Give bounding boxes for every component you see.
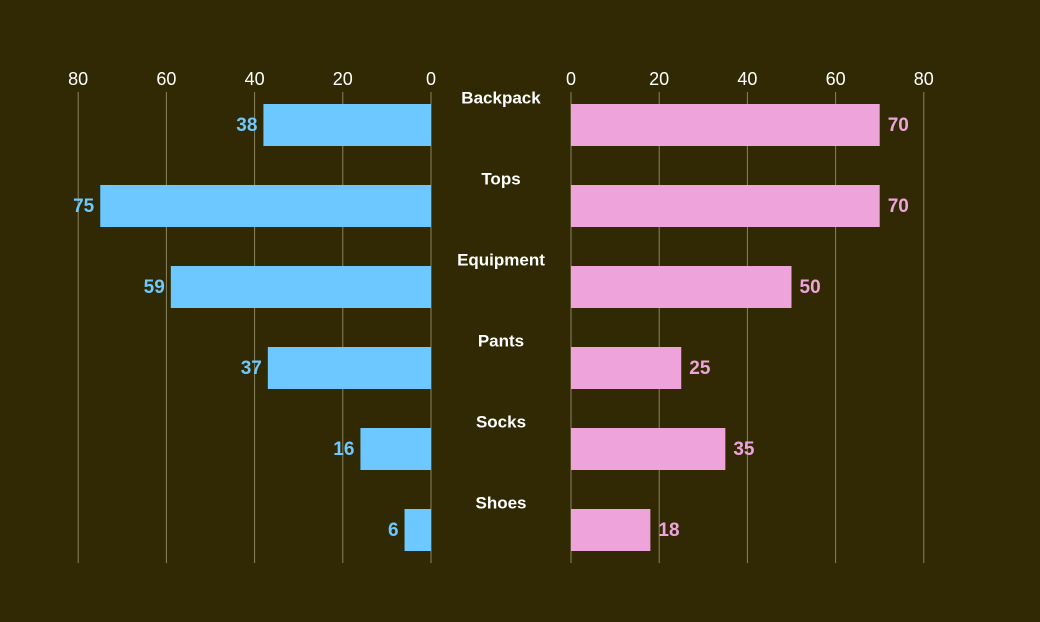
tick-label-left-80: 80 xyxy=(68,69,88,89)
bar-left-backpack xyxy=(263,104,431,146)
bar-left-socks xyxy=(360,428,431,470)
category-label-pants: Pants xyxy=(478,331,524,350)
value-label-left-shoes: 6 xyxy=(388,520,399,541)
tick-label-left-60: 60 xyxy=(156,69,176,89)
bar-right-equipment xyxy=(571,266,792,308)
axis-tick-labels: 0 0 20 20 40 40 60 60 80 80 xyxy=(68,69,934,89)
tick-label-right-0: 0 xyxy=(566,69,576,89)
category-label-backpack: Backpack xyxy=(461,88,541,107)
tick-label-right-40: 40 xyxy=(737,69,757,89)
tick-label-right-80: 80 xyxy=(914,69,934,89)
bar-right-tops xyxy=(571,185,880,227)
value-label-left-socks: 16 xyxy=(333,439,354,460)
bar-left-shoes xyxy=(404,509,431,551)
tick-label-left-0: 0 xyxy=(426,69,436,89)
bar-right-shoes xyxy=(571,509,651,551)
category-label-socks: Socks xyxy=(476,412,526,431)
value-label-right-backpack: 70 xyxy=(888,115,909,136)
tick-label-left-20: 20 xyxy=(333,69,353,89)
tick-label-right-60: 60 xyxy=(826,69,846,89)
value-label-right-pants: 25 xyxy=(689,358,711,379)
gridlines xyxy=(77,92,925,563)
value-label-right-tops: 70 xyxy=(888,196,909,217)
value-label-left-tops: 75 xyxy=(73,196,95,217)
category-label-equipment: Equipment xyxy=(457,250,545,269)
bar-left-tops xyxy=(100,185,431,227)
bar-right-backpack xyxy=(571,104,880,146)
bar-right-pants xyxy=(571,347,682,389)
bar-left-equipment xyxy=(170,266,431,308)
category-label-shoes: Shoes xyxy=(475,493,526,512)
bars xyxy=(100,104,880,551)
category-label-tops: Tops xyxy=(481,169,520,188)
value-label-left-pants: 37 xyxy=(241,358,262,379)
value-label-right-equipment: 50 xyxy=(800,277,821,298)
bar-left-pants xyxy=(267,347,431,389)
category-labels: Backpack Tops Equipment Pants Socks Shoes xyxy=(457,88,545,512)
value-label-right-socks: 35 xyxy=(733,439,755,460)
value-label-left-equipment: 59 xyxy=(144,277,165,298)
value-labels: 38 70 75 70 59 50 37 25 16 35 6 18 xyxy=(73,115,909,541)
bar-right-socks xyxy=(571,428,726,470)
value-label-right-shoes: 18 xyxy=(658,520,679,541)
tick-label-right-20: 20 xyxy=(649,69,669,89)
tick-label-left-40: 40 xyxy=(245,69,265,89)
value-label-left-backpack: 38 xyxy=(236,115,257,136)
